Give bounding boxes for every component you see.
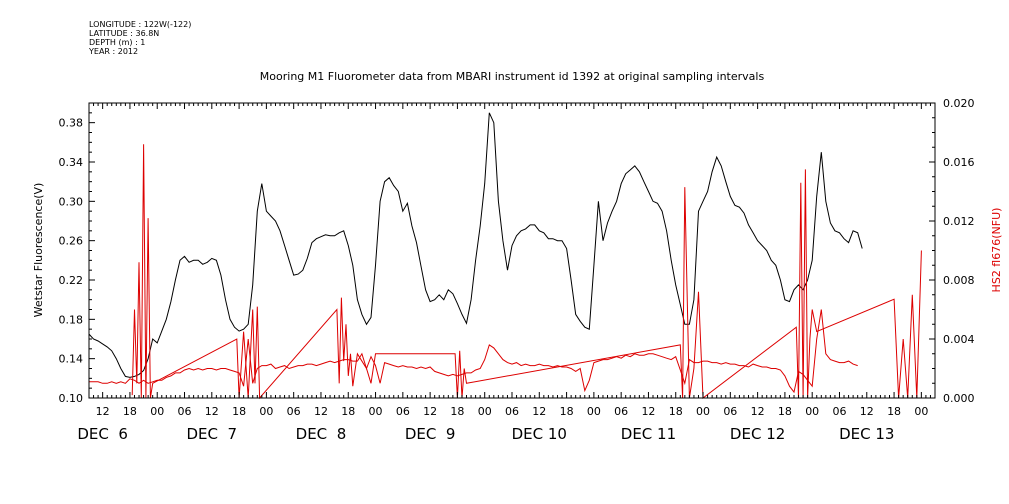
y-right-tick-label: 0.016 bbox=[943, 156, 975, 169]
x-hour-tick-label: 18 bbox=[560, 405, 574, 418]
x-hour-tick-label: 12 bbox=[314, 405, 328, 418]
y-right-tick-label: 0.012 bbox=[943, 215, 975, 228]
series-hs2-line bbox=[89, 309, 858, 394]
meta-depth: DEPTH (m) : 1 bbox=[89, 38, 146, 47]
y-left-tick-label: 0.26 bbox=[59, 235, 84, 248]
x-hour-tick-label: 06 bbox=[178, 405, 192, 418]
x-day-label: DEC 6 bbox=[77, 425, 128, 443]
x-hour-tick-label: 00 bbox=[478, 405, 492, 418]
x-hour-tick-label: 00 bbox=[369, 405, 383, 418]
x-day-label: DEC 12 bbox=[730, 425, 785, 443]
y-right-tick-label: 0.004 bbox=[943, 333, 975, 346]
x-hour-tick-label: 06 bbox=[614, 405, 628, 418]
x-hour-tick-label: 06 bbox=[505, 405, 519, 418]
x-hour-tick-label: 12 bbox=[751, 405, 765, 418]
axes-layer: 12 18 00 06 12 18 00 06 12 18 00 06 12 18 00 06 12 18 00 06… bbox=[59, 97, 975, 443]
y-left-tick-label: 0.34 bbox=[59, 156, 84, 169]
x-hour-tick-label: 06 bbox=[832, 405, 846, 418]
x-hour-tick-label: 06 bbox=[287, 405, 301, 418]
y-left-tick-label: 0.38 bbox=[59, 117, 84, 130]
y-axis-label-left: Wetstar Fluorescence(V) bbox=[32, 183, 45, 318]
x-hour-tick-label: 12 bbox=[641, 405, 655, 418]
y-left-tick-label: 0.10 bbox=[59, 392, 84, 405]
meta-year: YEAR : 2012 bbox=[89, 47, 139, 56]
x-hour-tick-label: 06 bbox=[723, 405, 737, 418]
x-day-label: DEC 9 bbox=[405, 425, 456, 443]
meta-latitude: LATITUDE : 36.8N bbox=[89, 29, 160, 38]
x-hour-tick-label: 00 bbox=[259, 405, 273, 418]
x-hour-tick-label: 00 bbox=[805, 405, 819, 418]
y-left-tick-label: 0.14 bbox=[59, 353, 84, 366]
y-left-tick-label: 0.30 bbox=[59, 195, 84, 208]
y-right-tick-label: 0.008 bbox=[943, 274, 975, 287]
x-hour-tick-label: 12 bbox=[860, 405, 874, 418]
meta-longitude: LONGITUDE : 122W(-122) bbox=[89, 20, 192, 29]
x-hour-tick-label: 12 bbox=[96, 405, 110, 418]
x-day-label: DEC 11 bbox=[621, 425, 676, 443]
header-meta: LONGITUDE : 122W(-122) LATITUDE : 36.8N … bbox=[89, 20, 191, 56]
x-hour-tick-label: 00 bbox=[914, 405, 928, 418]
y-left-tick-label: 0.18 bbox=[59, 313, 84, 326]
x-hour-tick-label: 00 bbox=[587, 405, 601, 418]
x-hour-tick-label: 18 bbox=[887, 405, 901, 418]
y-left-tick-label: 0.22 bbox=[59, 274, 84, 287]
x-hour-tick-label: 18 bbox=[669, 405, 683, 418]
x-day-label: DEC 7 bbox=[187, 425, 238, 443]
x-hour-tick-label: 12 bbox=[205, 405, 219, 418]
y-right-tick-label: 0.000 bbox=[943, 392, 975, 405]
x-hour-tick-label: 18 bbox=[123, 405, 137, 418]
series-wetstar-line bbox=[88, 112, 863, 378]
x-hour-tick-label: 18 bbox=[232, 405, 246, 418]
x-hour-tick-label: 18 bbox=[450, 405, 464, 418]
x-day-label: DEC 13 bbox=[839, 425, 894, 443]
x-hour-tick-label: 18 bbox=[341, 405, 355, 418]
x-hour-tick-label: 18 bbox=[778, 405, 792, 418]
plot-frame bbox=[88, 102, 936, 399]
x-hour-tick-label: 00 bbox=[696, 405, 710, 418]
series-layer bbox=[88, 112, 922, 400]
x-day-label: DEC 8 bbox=[296, 425, 347, 443]
x-day-label: DEC 10 bbox=[512, 425, 567, 443]
x-hour-tick-label: 06 bbox=[396, 405, 410, 418]
y-right-tick-label: 0.020 bbox=[943, 97, 975, 110]
x-hour-tick-label: 12 bbox=[532, 405, 546, 418]
chart-title: Mooring M1 Fluorometer data from MBARI i… bbox=[260, 70, 765, 83]
x-hour-tick-label: 00 bbox=[150, 405, 164, 418]
series-hs2-spikes bbox=[131, 144, 922, 400]
x-hour-tick-label: 12 bbox=[423, 405, 437, 418]
y-axis-label-right: HS2 fl676(NFU) bbox=[990, 208, 1003, 293]
